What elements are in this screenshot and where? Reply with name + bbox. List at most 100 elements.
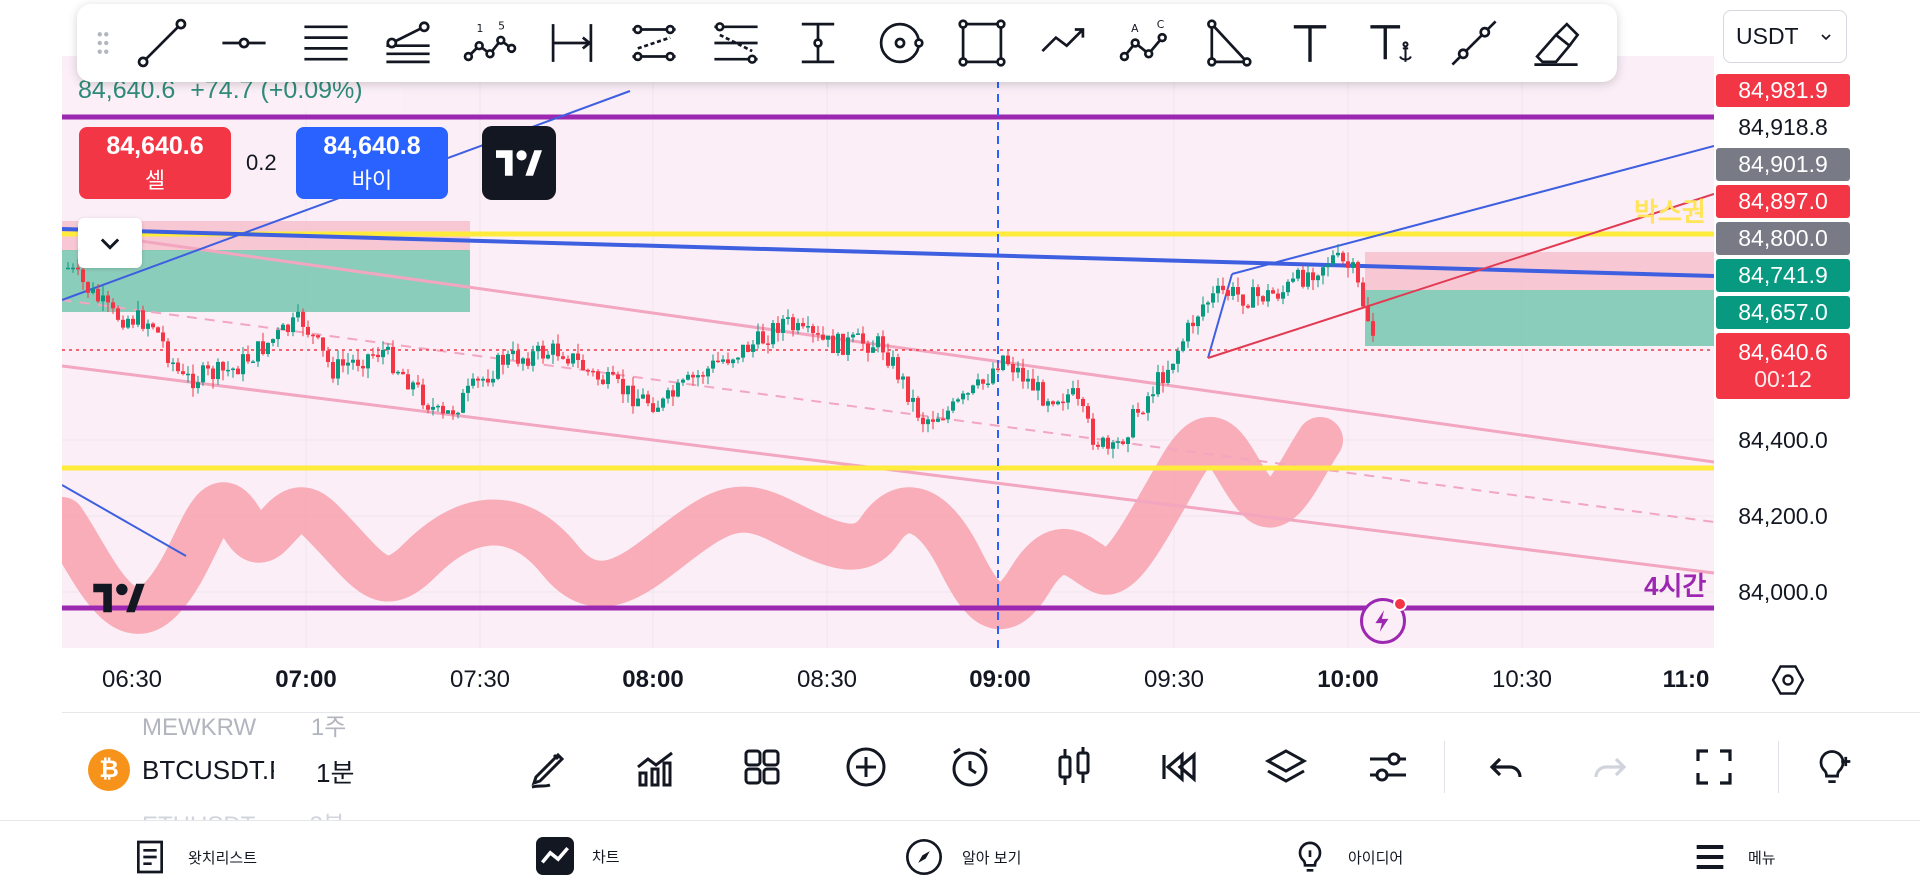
menu-icon [1696,845,1724,869]
alert-button[interactable] [942,739,998,795]
chevron-down-icon [100,238,120,250]
chart-icon [536,837,574,875]
alert-clock-icon [952,747,988,787]
currency-select[interactable]: USDT [1723,10,1847,63]
current-price-tag: 84,640.6 00:12 [1716,333,1850,399]
replay-button[interactable] [1152,739,1208,795]
triangle-icon[interactable] [1187,8,1269,78]
price-tag: 84,981.9 [1716,74,1850,107]
trend-line-icon[interactable] [121,8,203,78]
chart-toolbar: MEWKRW 1주 ₿ BTCUSDT.P 1분 ETHUSDT 3분 [62,712,1920,821]
sell-price: 84,640.6 [106,131,204,160]
tradingview-watermark-icon [93,583,145,613]
ideas-button[interactable] [1810,739,1854,795]
sell-button[interactable]: 84,640.6 셀 [79,127,231,199]
nav-menu[interactable]: 메뉴 [1690,837,1776,877]
lightning-alert-icon[interactable] [1360,597,1407,644]
vertical-line-icon[interactable] [777,8,859,78]
layers-button[interactable] [1258,739,1314,795]
time-tick: 10:30 [1491,666,1553,693]
circle-icon[interactable] [859,8,941,78]
draw-pen-button[interactable] [522,739,578,795]
symbol-list-prev[interactable]: MEWKRW 1주 [142,707,346,742]
watchlist-icon [137,840,163,874]
svg-text:1: 1 [477,22,484,35]
buy-label: 바이 [351,167,393,193]
redo-button[interactable] [1582,739,1638,795]
prev-symbol-name: MEWKRW [142,714,257,741]
toolbar-divider [1444,741,1445,793]
undo-button[interactable] [1478,739,1534,795]
symbol-list-next[interactable]: ETHUSDT 3분 [142,805,345,821]
add-icon [846,747,886,787]
tradingview-logo-button[interactable] [482,126,556,200]
undo-icon [1489,757,1522,778]
anchored-text-icon[interactable] [1351,8,1433,78]
ideas-icon [1298,841,1322,872]
bottom-navigation: 왓치리스트 차트 알아 보기 아이디어 메뉴 [0,820,1920,895]
date-range-icon[interactable] [531,8,613,78]
layout-button[interactable] [734,739,790,795]
nav-explore[interactable]: 알아 보기 [904,837,1021,877]
time-tick: 11:0 [1662,666,1710,693]
price-tag: 84,657.0 [1716,296,1850,329]
fullscreen-button[interactable] [1686,739,1742,795]
extended-line-icon[interactable] [1433,8,1515,78]
symbol-selector[interactable]: ₿ BTCUSDT.P [88,749,274,791]
price-tag: 84,897.0 [1716,185,1850,218]
explore-icon [906,839,942,875]
time-tick: 07:00 [275,666,337,693]
redo-icon [1594,757,1627,778]
fullscreen-icon [1696,749,1732,785]
time-tick: 09:30 [1143,666,1205,693]
time-tick: 10:00 [1317,666,1379,693]
parallel-channel-icon[interactable] [613,8,695,78]
ideas-icon [1819,750,1851,784]
arrow-line-icon[interactable] [1023,8,1105,78]
interval-annotation-bottom: 4시간 [1644,571,1707,601]
replay-icon [1162,751,1196,783]
eraser-icon[interactable] [1515,8,1597,78]
symbol-name: BTCUSDT.P [142,754,274,785]
buy-button[interactable]: 84,640.8 바이 [296,127,448,199]
rectangle-icon[interactable] [941,8,1023,78]
price-tag: 84,901.9 [1716,148,1850,181]
nav-label: 알아 보기 [962,849,1022,867]
candle-type-icon [1058,747,1090,785]
prev-symbol-interval: 1주 [310,714,347,741]
time-tick: 09:00 [969,666,1031,693]
indicators-icon [637,751,673,787]
time-tick: 06:30 [101,666,163,693]
horizontal-lines-icon[interactable] [285,8,367,78]
price-tag: 84,800.0 [1716,222,1850,255]
box-range-annotation: 박스권 [1634,197,1706,227]
nav-chart[interactable]: 차트 [536,837,620,875]
add-button[interactable] [838,739,894,795]
svg-text:A: A [1131,22,1139,35]
nav-watchlist[interactable]: 왓치리스트 [130,837,257,877]
nav-ideas[interactable]: 아이디어 [1290,837,1403,877]
horizontal-ray-icon[interactable] [203,8,285,78]
candle-type-button[interactable] [1046,739,1102,795]
chart-settings-icon[interactable] [1770,662,1806,698]
price-tick: 84,200.0 [1738,503,1828,529]
price-tag: 84,918.8 [1738,114,1828,140]
toolbar-divider [1778,741,1779,793]
interval-selector[interactable]: 1분 [316,758,355,788]
svg-text:C: C [1157,18,1165,31]
regression-trend-icon[interactable] [695,8,777,78]
drag-handle-icon[interactable] [85,8,121,78]
collapse-panel-button[interactable] [78,218,142,268]
buy-price: 84,640.8 [323,131,421,160]
settings-button[interactable] [1360,739,1416,795]
tradingview-logo-icon [496,150,542,176]
layers-icon [1264,749,1308,783]
text-icon[interactable] [1269,8,1351,78]
price-tick: 84,000.0 [1738,579,1828,605]
indicators-button[interactable] [628,739,684,795]
fib-fan-icon[interactable] [367,8,449,78]
